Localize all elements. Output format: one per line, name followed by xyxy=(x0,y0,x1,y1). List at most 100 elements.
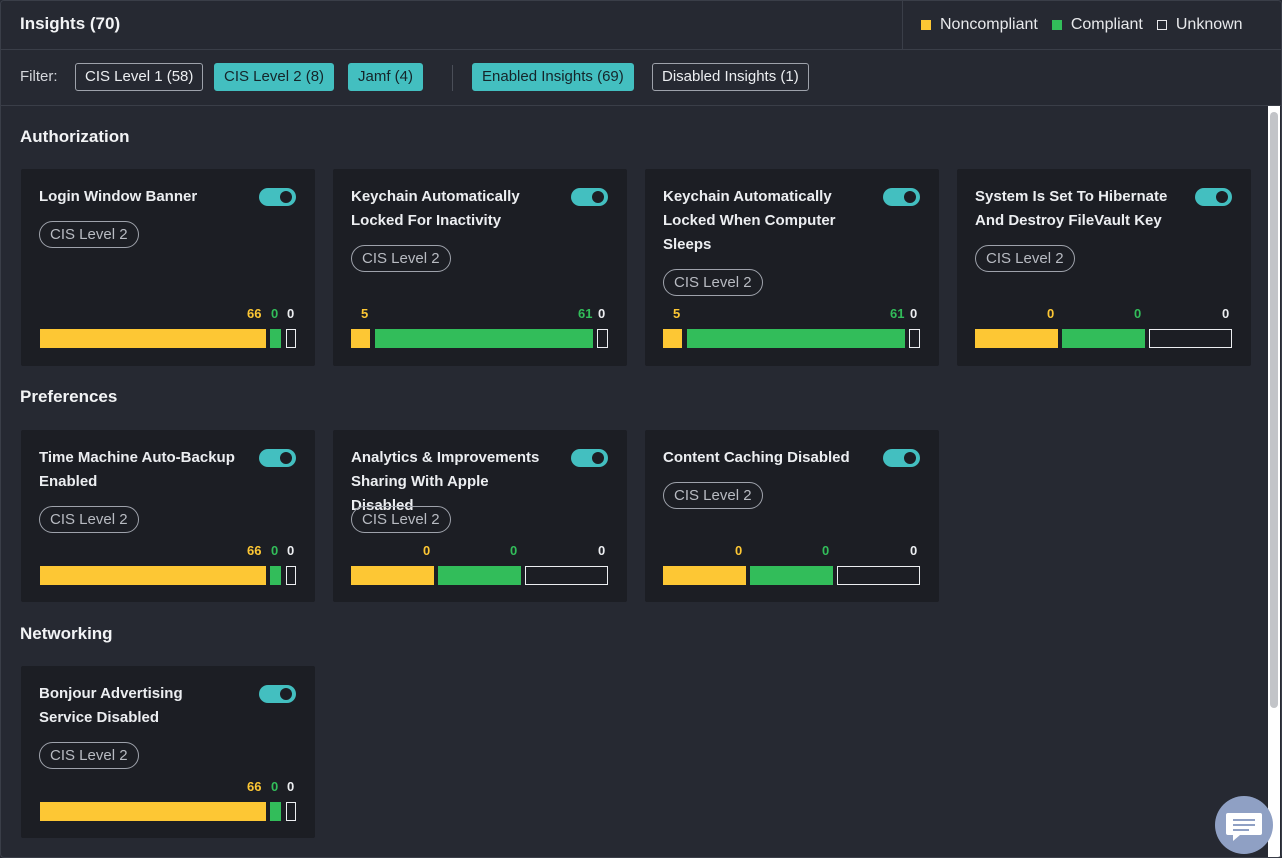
compliant-bar[interactable] xyxy=(438,566,521,585)
legend-unknown: Unknown xyxy=(1156,16,1243,34)
compliant-count: 0 xyxy=(822,543,830,558)
compliant-bar[interactable] xyxy=(375,329,593,348)
cis-level-tag: CIS Level 2 xyxy=(39,221,139,248)
filter-chip-disabled-insights[interactable]: Disabled Insights (1) xyxy=(652,63,809,91)
compliant-bar[interactable] xyxy=(687,329,905,348)
insight-title: System Is Set To Hibernate And Destroy F… xyxy=(975,188,1168,229)
insight-title: Login Window Banner xyxy=(39,188,198,205)
insight-card-content-caching-disabled[interactable]: Content Caching Disabled CIS Level 2 0 0… xyxy=(645,430,939,602)
insight-title: Keychain Automatically Locked When Compu… xyxy=(663,188,836,253)
cis-level-tag: CIS Level 2 xyxy=(39,742,139,769)
toggle-knob xyxy=(592,191,604,203)
insight-card-keychain-locked-inactivity[interactable]: Keychain Automatically Locked For Inacti… xyxy=(333,169,627,366)
noncompliant-bar[interactable] xyxy=(663,566,746,585)
noncompliant-count: 0 xyxy=(423,543,431,558)
filter-chip-enabled-insights[interactable]: Enabled Insights (69) xyxy=(472,63,634,91)
panel-header: Insights (70) Noncompliant Compliant Unk… xyxy=(1,1,1281,50)
insight-card-login-window-banner[interactable]: Login Window Banner CIS Level 2 66 0 0 xyxy=(21,169,315,366)
compliant-count: 0 xyxy=(510,543,518,558)
unknown-bar[interactable] xyxy=(286,566,296,585)
noncompliant-count: 66 xyxy=(247,543,262,558)
filter-chip-cis-level-2[interactable]: CIS Level 2 (8) xyxy=(214,63,335,91)
compliant-count: 0 xyxy=(271,543,279,558)
vertical-scrollbar[interactable] xyxy=(1268,106,1280,857)
chat-button[interactable] xyxy=(1215,796,1273,854)
noncompliant-bar[interactable] xyxy=(351,566,434,585)
noncompliant-bar[interactable] xyxy=(40,329,266,348)
compliant-count: 61 xyxy=(890,306,905,321)
compliant-count: 0 xyxy=(1134,306,1142,321)
noncompliant-bar[interactable] xyxy=(40,802,266,821)
legend-unknown-label: Unknown xyxy=(1175,16,1243,33)
cis-level-tag: CIS Level 2 xyxy=(351,245,451,272)
compliant-bar[interactable] xyxy=(750,566,833,585)
compliant-bar[interactable] xyxy=(270,802,281,821)
toggle-knob xyxy=(592,452,604,464)
legend-noncompliant: Noncompliant xyxy=(921,16,1038,34)
insight-card-time-machine-auto-backup[interactable]: Time Machine Auto-Backup Enabled CIS Lev… xyxy=(21,430,315,602)
enable-toggle[interactable] xyxy=(259,685,296,703)
unknown-count: 0 xyxy=(910,306,918,321)
unknown-bar[interactable] xyxy=(909,329,920,348)
filter-label: Filter: xyxy=(20,68,58,85)
compliant-count: 0 xyxy=(271,306,279,321)
enable-toggle[interactable] xyxy=(571,449,608,467)
insight-title: Content Caching Disabled xyxy=(663,449,850,466)
filter-divider xyxy=(452,65,453,91)
cis-level-tag: CIS Level 2 xyxy=(975,245,1075,272)
enable-toggle[interactable] xyxy=(883,188,920,206)
toggle-knob xyxy=(1216,191,1228,203)
cis-level-tag: CIS Level 2 xyxy=(663,482,763,509)
unknown-swatch xyxy=(1156,20,1167,30)
filter-chip-jamf[interactable]: Jamf (4) xyxy=(348,63,424,91)
insight-card-keychain-locked-sleeps[interactable]: Keychain Automatically Locked When Compu… xyxy=(645,169,939,366)
scrollbar-thumb[interactable] xyxy=(1270,112,1278,708)
compliant-bar[interactable] xyxy=(1062,329,1145,348)
insight-card-bonjour-advertising-disabled[interactable]: Bonjour Advertising Service Disabled CIS… xyxy=(21,666,315,838)
cis-level-tag: CIS Level 2 xyxy=(351,506,451,533)
noncompliant-bar[interactable] xyxy=(663,329,682,348)
noncompliant-count: 0 xyxy=(735,543,743,558)
compliant-bar[interactable] xyxy=(270,329,281,348)
unknown-bar[interactable] xyxy=(1149,329,1232,348)
enable-toggle[interactable] xyxy=(883,449,920,467)
unknown-bar[interactable] xyxy=(597,329,608,348)
unknown-count: 0 xyxy=(910,543,918,558)
enable-toggle[interactable] xyxy=(259,449,296,467)
unknown-bar[interactable] xyxy=(525,566,608,585)
insight-card-analytics-sharing-disabled[interactable]: Analytics & Improvements Sharing With Ap… xyxy=(333,430,627,602)
enable-toggle[interactable] xyxy=(571,188,608,206)
enable-toggle[interactable] xyxy=(1195,188,1232,206)
legend-compliant: Compliant xyxy=(1051,16,1143,34)
section-title-authorization: Authorization xyxy=(20,127,130,146)
insights-content: Authorization Login Window Banner CIS Le… xyxy=(1,106,1269,857)
insight-card-hibernate-destroy-filevault-key[interactable]: System Is Set To Hibernate And Destroy F… xyxy=(957,169,1251,366)
compliant-count: 0 xyxy=(271,779,279,794)
section-title-preferences: Preferences xyxy=(20,387,118,406)
noncompliant-count: 0 xyxy=(1047,306,1055,321)
legend-compliant-label: Compliant xyxy=(1070,16,1143,33)
noncompliant-bar[interactable] xyxy=(351,329,370,348)
compliant-swatch xyxy=(1051,20,1062,30)
toggle-knob xyxy=(904,452,916,464)
unknown-bar[interactable] xyxy=(837,566,920,585)
noncompliant-bar[interactable] xyxy=(975,329,1058,348)
enable-toggle[interactable] xyxy=(259,188,296,206)
legend: Noncompliant Compliant Unknown xyxy=(902,1,1281,49)
cis-level-tag: CIS Level 2 xyxy=(39,506,139,533)
filter-chip-cis-level-1[interactable]: CIS Level 1 (58) xyxy=(75,63,204,91)
unknown-bar[interactable] xyxy=(286,802,296,821)
insight-title: Time Machine Auto-Backup Enabled xyxy=(39,449,235,490)
compliant-bar[interactable] xyxy=(270,566,281,585)
noncompliant-bar[interactable] xyxy=(40,566,266,585)
insight-title: Keychain Automatically Locked For Inacti… xyxy=(351,188,520,229)
unknown-bar[interactable] xyxy=(286,329,296,348)
toggle-knob xyxy=(280,688,292,700)
page-title: Insights (70) xyxy=(20,14,121,33)
unknown-count: 0 xyxy=(598,306,606,321)
noncompliant-count: 5 xyxy=(361,306,369,321)
noncompliant-count: 66 xyxy=(247,779,262,794)
chat-icon xyxy=(1226,813,1262,841)
cis-level-tag: CIS Level 2 xyxy=(663,269,763,296)
